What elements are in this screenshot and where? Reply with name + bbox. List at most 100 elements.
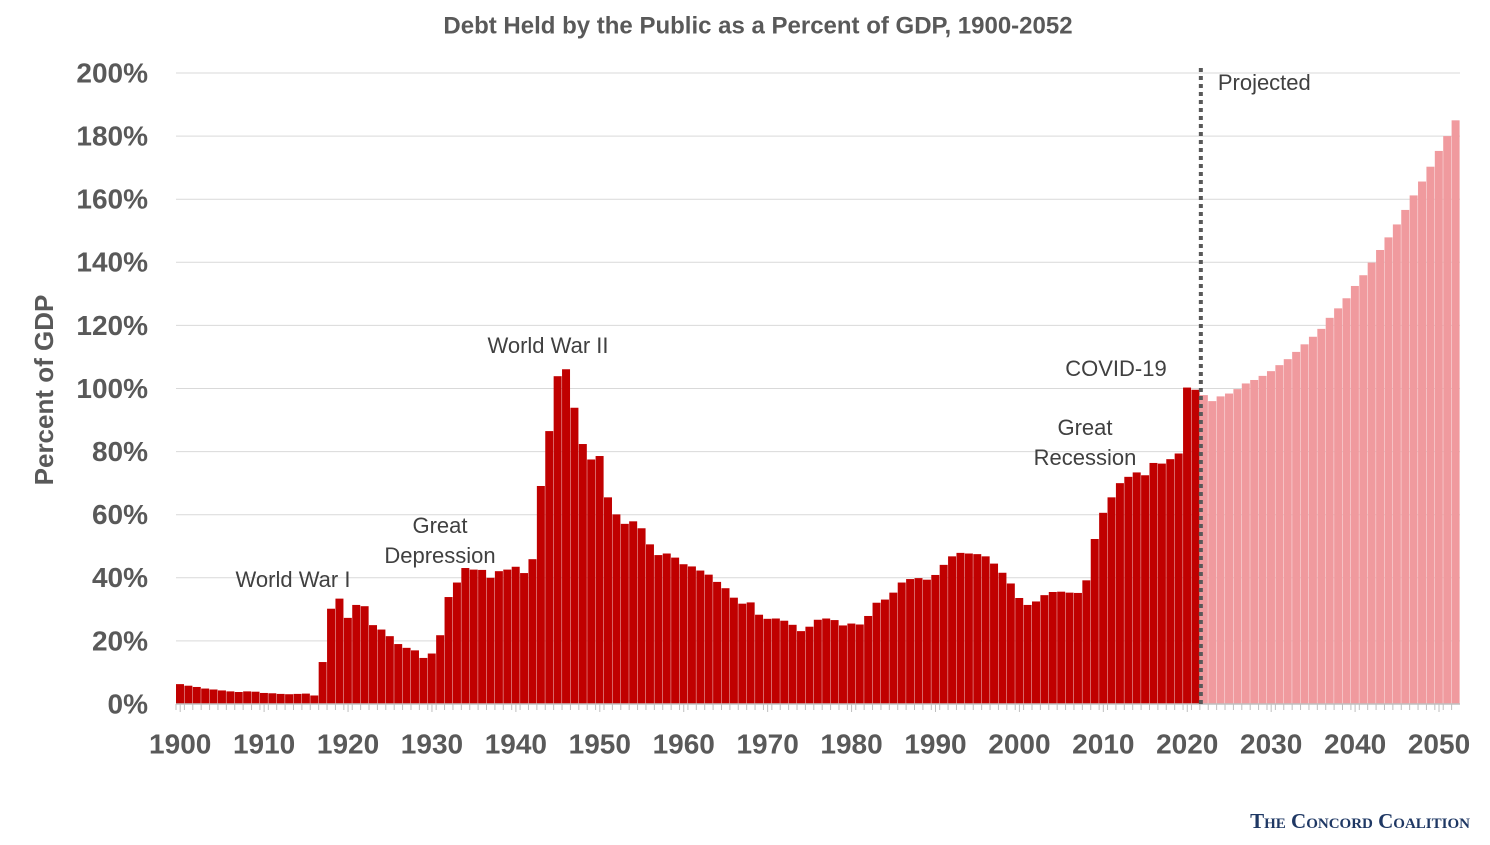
- bar: [1174, 453, 1183, 704]
- bar: [1065, 592, 1074, 704]
- bar: [318, 662, 327, 704]
- bar: [1157, 463, 1166, 704]
- bar: [259, 692, 268, 704]
- y-tick-label: 20%: [92, 625, 148, 656]
- y-tick-label: 40%: [92, 562, 148, 593]
- bar: [964, 553, 973, 704]
- bar: [570, 407, 579, 704]
- bar: [494, 571, 503, 704]
- annotation: COVID-19: [1065, 356, 1166, 381]
- bar: [897, 582, 906, 704]
- bar: [838, 625, 847, 704]
- bar: [1376, 249, 1385, 705]
- y-tick-label: 80%: [92, 436, 148, 467]
- bar: [1023, 604, 1032, 704]
- bar: [1040, 595, 1049, 704]
- bar: [687, 566, 696, 704]
- x-tick-label: 1910: [233, 728, 295, 759]
- bar: [620, 523, 629, 704]
- bar: [1132, 472, 1141, 704]
- x-tick-label: 1970: [736, 728, 798, 759]
- bar: [461, 568, 470, 704]
- bar: [671, 557, 680, 704]
- bar: [352, 604, 361, 704]
- bar: [855, 624, 864, 704]
- bar: [1350, 285, 1359, 704]
- bar: [394, 644, 403, 704]
- bar: [335, 598, 344, 704]
- y-tick-label: 120%: [76, 310, 148, 341]
- bar: [1418, 181, 1427, 705]
- bar: [797, 631, 806, 704]
- bar: [788, 624, 797, 704]
- y-tick-label: 100%: [76, 373, 148, 404]
- bar: [604, 497, 612, 704]
- bar: [268, 693, 277, 704]
- x-tick-label: 1920: [317, 728, 379, 759]
- bar: [981, 556, 990, 704]
- bar: [1392, 224, 1401, 704]
- bar: [956, 552, 965, 704]
- x-tick-label: 2020: [1156, 728, 1218, 759]
- bar: [402, 647, 411, 704]
- bar: [1342, 298, 1351, 704]
- y-tick-label: 140%: [76, 247, 148, 278]
- bar: [587, 459, 596, 704]
- bar: [1409, 195, 1418, 704]
- bar: [385, 636, 394, 704]
- bar: [1082, 580, 1091, 704]
- bar: [1233, 389, 1242, 704]
- bar: [209, 689, 218, 704]
- annotation: Depression: [384, 543, 495, 568]
- bar: [1048, 591, 1057, 704]
- bar: [1250, 379, 1259, 704]
- bar: [880, 599, 889, 704]
- bar: [1199, 395, 1208, 704]
- bar: [1434, 150, 1443, 705]
- bar: [780, 620, 789, 704]
- bar: [1124, 476, 1133, 704]
- annotation: Recession: [1034, 445, 1137, 470]
- bar: [1317, 328, 1326, 704]
- y-tick-label: 180%: [76, 120, 148, 151]
- bar: [184, 685, 193, 704]
- bar: [528, 559, 537, 704]
- bar: [1015, 597, 1024, 704]
- bar: [1115, 483, 1124, 704]
- bar: [1325, 317, 1334, 704]
- bar: [914, 578, 923, 704]
- x-tick-label: 2030: [1240, 728, 1302, 759]
- bar: [377, 629, 386, 704]
- x-tick-label: 1940: [485, 728, 547, 759]
- bar: [637, 528, 646, 704]
- bar: [654, 555, 663, 704]
- bar: [1032, 601, 1040, 704]
- bar: [1451, 120, 1460, 704]
- x-tick-label: 2010: [1072, 728, 1134, 759]
- bar: [696, 570, 705, 704]
- bar: [629, 521, 638, 704]
- bar: [763, 618, 772, 704]
- bar: [973, 554, 982, 704]
- bar: [1283, 359, 1292, 704]
- bar: [830, 620, 839, 704]
- bar: [931, 574, 940, 704]
- bar: [864, 615, 873, 704]
- x-tick-label: 1980: [820, 728, 882, 759]
- bar: [276, 693, 285, 704]
- bar: [713, 581, 722, 704]
- bar: [1208, 401, 1217, 704]
- bar: [1300, 344, 1309, 704]
- bar: [478, 569, 487, 704]
- bar: [419, 657, 428, 704]
- bar: [679, 564, 688, 704]
- bar: [1426, 166, 1435, 705]
- source: The Concord Coalition: [1250, 809, 1470, 833]
- annotation: World War I: [236, 567, 351, 592]
- bar: [906, 579, 915, 704]
- bar: [226, 691, 235, 704]
- bar: [771, 618, 780, 704]
- bar: [721, 588, 730, 704]
- x-tick-label: 1990: [904, 728, 966, 759]
